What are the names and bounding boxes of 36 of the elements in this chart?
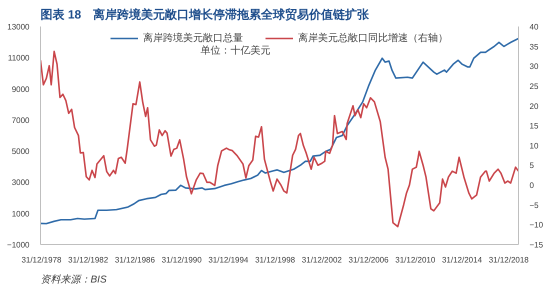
y2-tick-label: 5 xyxy=(530,161,534,170)
y2-tick-label: −15 xyxy=(530,240,544,250)
x-tick-label: 31/12/1986 xyxy=(114,256,156,264)
y-tick-label: 3000 xyxy=(12,178,30,188)
y-tick-label: 7000 xyxy=(12,116,30,125)
y-tick-label: −1000 xyxy=(7,240,30,250)
x-tick-label: 31/12/1998 xyxy=(255,256,296,264)
y-tick-label: 1000 xyxy=(12,209,30,218)
y2-tick-label: −10 xyxy=(530,220,544,230)
chart-title: 图表 18 离岸跨境美元敞口增长停滞拖累全球贸易价值链扩张 xyxy=(40,8,370,22)
y2-tick-label: 25 xyxy=(530,82,539,91)
y-tick-label: 13000 xyxy=(7,22,30,32)
y2-tick-label: 35 xyxy=(530,42,539,52)
y2-tick-label: −5 xyxy=(530,200,540,210)
y2-tick-label: 0 xyxy=(530,181,534,190)
y2-tick-label: 20 xyxy=(530,102,539,111)
x-tick-label: 31/12/1978 xyxy=(21,256,62,264)
y2-tick-label: 10 xyxy=(530,141,539,150)
x-tick-label: 31/12/1990 xyxy=(162,256,202,264)
x-tick-label: 31/12/2010 xyxy=(395,256,436,264)
x-tick-label: 31/12/2002 xyxy=(302,256,342,264)
x-tick-label: 31/12/1994 xyxy=(208,256,249,264)
y-tick-label: 11000 xyxy=(8,54,30,63)
y-tick-label: 5000 xyxy=(12,147,30,156)
x-tick-label: 31/12/2018 xyxy=(488,256,530,264)
text: 资料来源：BIS xyxy=(40,274,107,286)
annotation: 单位：十亿美元 xyxy=(200,44,270,56)
x-tick-label: 31/12/1982 xyxy=(68,256,109,264)
legend-label: 离岸美元总敞口同比增速（右轴） xyxy=(298,32,448,45)
y2-tick-label: 40 xyxy=(530,22,539,32)
y-tick-label: 9000 xyxy=(12,84,30,94)
x-tick-label: 31/12/2014 xyxy=(442,256,483,264)
x-tick-label: 31/12/2006 xyxy=(348,256,390,264)
y2-tick-label: 30 xyxy=(530,62,539,72)
legend-label: 离岸跨境美元敞口总量 xyxy=(143,32,243,45)
y2-tick-label: 15 xyxy=(530,122,539,131)
